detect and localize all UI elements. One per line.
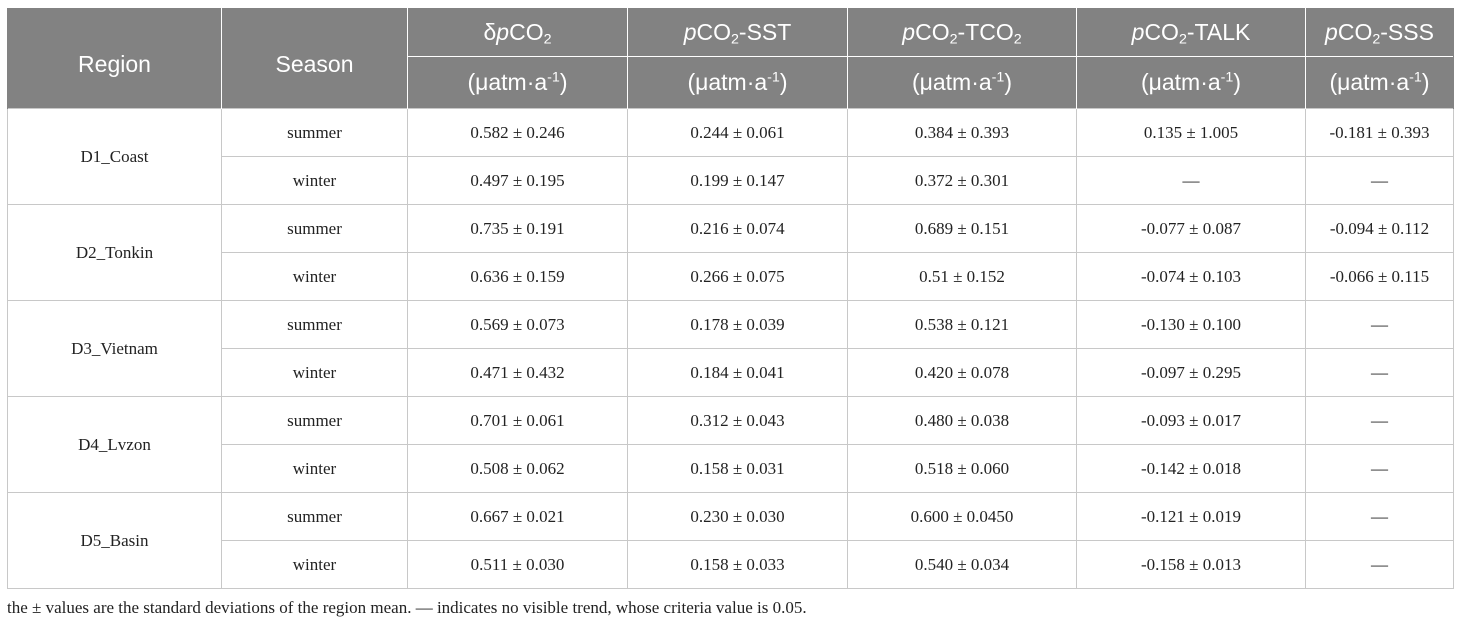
header-delta-pco2: δpCO2: [407, 8, 628, 57]
value-cell: 0.471 ± 0.432: [407, 348, 628, 397]
season-cell: summer: [221, 396, 408, 445]
value-cell: 0.480 ± 0.038: [847, 396, 1077, 445]
value-cell: 0.216 ± 0.074: [627, 204, 848, 253]
value-cell: -0.074 ± 0.103: [1076, 252, 1306, 301]
value-cell: -0.181 ± 0.393: [1305, 108, 1454, 157]
value-cell: 0.735 ± 0.191: [407, 204, 628, 253]
table-row: D1_Coast summer 0.582 ± 0.246 0.244 ± 0.061…: [7, 108, 1454, 205]
value-cell: 0.184 ± 0.041: [627, 348, 848, 397]
season-cell: summer: [221, 108, 408, 157]
value-cell: 0.582 ± 0.246: [407, 108, 628, 157]
header-pco2-tco2: pCO2-TCO2: [847, 8, 1077, 57]
value-cell: -0.077 ± 0.087: [1076, 204, 1306, 253]
value-cell: 0.569 ± 0.073: [407, 300, 628, 349]
season-cell: winter: [221, 444, 408, 493]
season-cell: winter: [221, 348, 408, 397]
season-cell: winter: [221, 252, 408, 301]
table-footnote: the ± values are the standard deviations…: [7, 598, 807, 617]
value-cell: -0.097 ± 0.295: [1076, 348, 1306, 397]
unit-label: (μatm·a-1): [847, 56, 1077, 109]
season-cell: summer: [221, 300, 408, 349]
table-row: winter 0.497 ± 0.195 0.199 ± 0.147 0.372 ± …: [8, 156, 1454, 205]
table-row: D4_Lvzon summer 0.701 ± 0.061 0.312 ± 0.043…: [7, 396, 1454, 493]
value-cell: 0.689 ± 0.151: [847, 204, 1077, 253]
value-cell: 0.312 ± 0.043: [627, 396, 848, 445]
value-cell: 0.701 ± 0.061: [407, 396, 628, 445]
header-region: Region: [7, 8, 222, 109]
header-row: Region Season δpCO2 pCO2-SST pCO2-TCO2 p…: [7, 8, 1454, 109]
region-cell: D1_Coast: [7, 108, 222, 205]
value-cell: 0.199 ± 0.147: [627, 156, 848, 205]
value-cell: 0.508 ± 0.062: [407, 444, 628, 493]
value-cell: —: [1305, 156, 1454, 205]
value-cell: -0.121 ± 0.019: [1076, 492, 1306, 541]
value-cell: 0.420 ± 0.078: [847, 348, 1077, 397]
value-cell: 0.497 ± 0.195: [407, 156, 628, 205]
value-cell: 0.636 ± 0.159: [407, 252, 628, 301]
value-cell: —: [1305, 492, 1454, 541]
value-cell: 0.511 ± 0.030: [407, 540, 628, 589]
table-row: winter 0.471 ± 0.432 0.184 ± 0.041 0.420 ± …: [8, 348, 1454, 397]
season-cell: summer: [221, 204, 408, 253]
season-cell: summer: [221, 492, 408, 541]
value-cell: -0.093 ± 0.017: [1076, 396, 1306, 445]
value-cell: -0.094 ± 0.112: [1305, 204, 1454, 253]
value-cell: —: [1305, 348, 1454, 397]
header-season: Season: [221, 8, 408, 109]
table-row: D5_Basin summer 0.667 ± 0.021 0.230 ± 0.030…: [7, 492, 1454, 589]
value-cell: 0.667 ± 0.021: [407, 492, 628, 541]
value-cell: 0.372 ± 0.301: [847, 156, 1077, 205]
table-body: D1_Coast summer 0.582 ± 0.246 0.244 ± 0.061…: [7, 108, 1454, 589]
value-cell: -0.142 ± 0.018: [1076, 444, 1306, 493]
region-cell: D2_Tonkin: [7, 204, 222, 301]
table-row: D2_Tonkin summer 0.735 ± 0.191 0.216 ± 0.07…: [7, 204, 1454, 301]
unit-label: (μatm·a-1): [1076, 56, 1306, 109]
value-cell: —: [1076, 156, 1306, 205]
header-pco2-sst: pCO2-SST: [627, 8, 848, 57]
value-cell: 0.230 ± 0.030: [627, 492, 848, 541]
table-header: Region Season δpCO2 pCO2-SST pCO2-TCO2 p…: [7, 8, 1454, 109]
table-row: winter 0.636 ± 0.159 0.266 ± 0.075 0.51 ± 0…: [8, 252, 1454, 301]
region-cell: D4_Lvzon: [7, 396, 222, 493]
value-cell: 0.158 ± 0.031: [627, 444, 848, 493]
value-cell: —: [1305, 396, 1454, 445]
season-cell: winter: [221, 156, 408, 205]
season-cell: winter: [221, 540, 408, 589]
value-cell: 0.600 ± 0.0450: [847, 492, 1077, 541]
value-cell: 0.244 ± 0.061: [627, 108, 848, 157]
value-cell: 0.158 ± 0.033: [627, 540, 848, 589]
value-cell: 0.538 ± 0.121: [847, 300, 1077, 349]
data-table: Region Season δpCO2 pCO2-SST pCO2-TCO2 p…: [7, 8, 1454, 589]
table-row: winter 0.511 ± 0.030 0.158 ± 0.033 0.540 ± …: [8, 540, 1454, 589]
value-cell: -0.066 ± 0.115: [1305, 252, 1454, 301]
value-cell: 0.384 ± 0.393: [847, 108, 1077, 157]
value-cell: -0.158 ± 0.013: [1076, 540, 1306, 589]
value-cell: —: [1305, 540, 1454, 589]
value-cell: -0.130 ± 0.100: [1076, 300, 1306, 349]
table-container: Region Season δpCO2 pCO2-SST pCO2-TCO2 p…: [7, 8, 1454, 589]
unit-label: (μatm·a-1): [627, 56, 848, 109]
unit-label: (μatm·a-1): [1305, 56, 1454, 109]
value-cell: 0.540 ± 0.034: [847, 540, 1077, 589]
value-cell: 0.518 ± 0.060: [847, 444, 1077, 493]
region-cell: D3_Vietnam: [7, 300, 222, 397]
value-cell: 0.135 ± 1.005: [1076, 108, 1306, 157]
value-cell: —: [1305, 300, 1454, 349]
unit-label: (μatm·a-1): [407, 56, 628, 109]
header-pco2-sss: pCO2-SSS: [1305, 8, 1454, 57]
value-cell: 0.266 ± 0.075: [627, 252, 848, 301]
value-cell: 0.51 ± 0.152: [847, 252, 1077, 301]
table-row: winter 0.508 ± 0.062 0.158 ± 0.031 0.518 ± …: [8, 444, 1454, 493]
value-cell: —: [1305, 444, 1454, 493]
header-pco2-talk: pCO2-TALK: [1076, 8, 1306, 57]
table-row: D3_Vietnam summer 0.569 ± 0.073 0.178 ± 0.0…: [7, 300, 1454, 397]
region-cell: D5_Basin: [7, 492, 222, 589]
value-cell: 0.178 ± 0.039: [627, 300, 848, 349]
unit-row: (μatm·a-1) (μatm·a-1) (μatm·a-1) (μatm·a…: [8, 56, 1454, 109]
